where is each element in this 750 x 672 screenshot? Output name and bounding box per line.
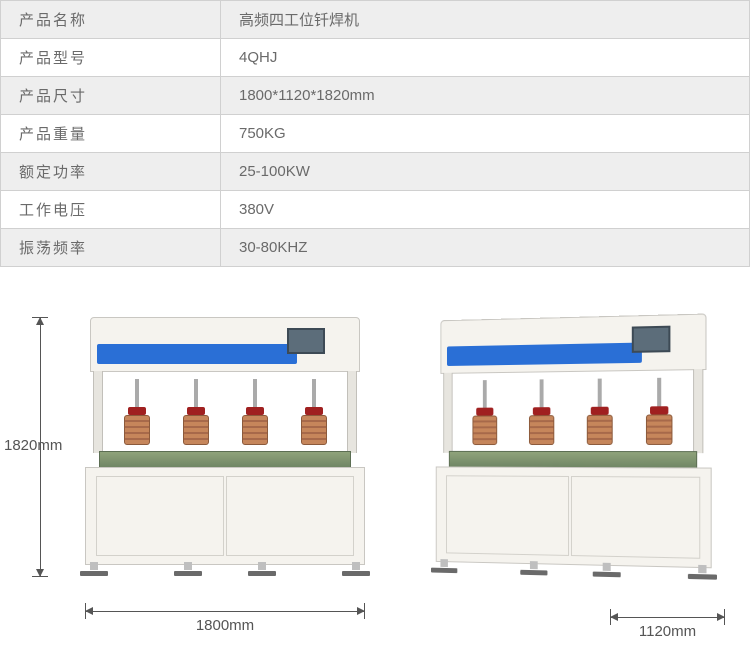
spec-value: 4QHJ xyxy=(221,39,750,77)
dimension-height: 1820mm xyxy=(10,317,80,577)
spec-value: 750KG xyxy=(221,115,750,153)
spec-row: 产品型号4QHJ xyxy=(1,39,750,77)
machine-front-view xyxy=(85,317,365,577)
dimension-depth: 1120mm xyxy=(610,603,725,637)
spec-row: 产品重量750KG xyxy=(1,115,750,153)
spec-label: 产品尺寸 xyxy=(1,77,221,115)
spec-row: 产品名称高频四工位钎焊机 xyxy=(1,1,750,39)
spec-label: 振荡频率 xyxy=(1,229,221,267)
dimension-depth-label: 1120mm xyxy=(610,623,725,640)
dimension-width-label: 1800mm xyxy=(85,617,365,634)
dimension-height-label: 1820mm xyxy=(4,437,62,454)
spec-value: 25-100KW xyxy=(221,153,750,191)
dimension-width: 1800mm xyxy=(85,597,365,631)
spec-value: 30-80KHZ xyxy=(221,229,750,267)
spec-value: 高频四工位钎焊机 xyxy=(221,1,750,39)
spec-label: 产品重量 xyxy=(1,115,221,153)
spec-row: 工作电压380V xyxy=(1,191,750,229)
spec-table: 产品名称高频四工位钎焊机产品型号4QHJ产品尺寸1800*1120*1820mm… xyxy=(0,0,750,267)
machine-perspective-view xyxy=(436,313,712,580)
spec-value: 380V xyxy=(221,191,750,229)
control-screen-icon xyxy=(632,326,671,353)
spec-value: 1800*1120*1820mm xyxy=(221,77,750,115)
spec-label: 产品型号 xyxy=(1,39,221,77)
dimension-diagram: 1820mm 1800 xyxy=(0,277,750,672)
spec-label: 额定功率 xyxy=(1,153,221,191)
spec-label: 产品名称 xyxy=(1,1,221,39)
control-screen-icon xyxy=(287,328,325,354)
spec-row: 振荡频率30-80KHZ xyxy=(1,229,750,267)
spec-row: 额定功率25-100KW xyxy=(1,153,750,191)
spec-label: 工作电压 xyxy=(1,191,221,229)
spec-row: 产品尺寸1800*1120*1820mm xyxy=(1,77,750,115)
